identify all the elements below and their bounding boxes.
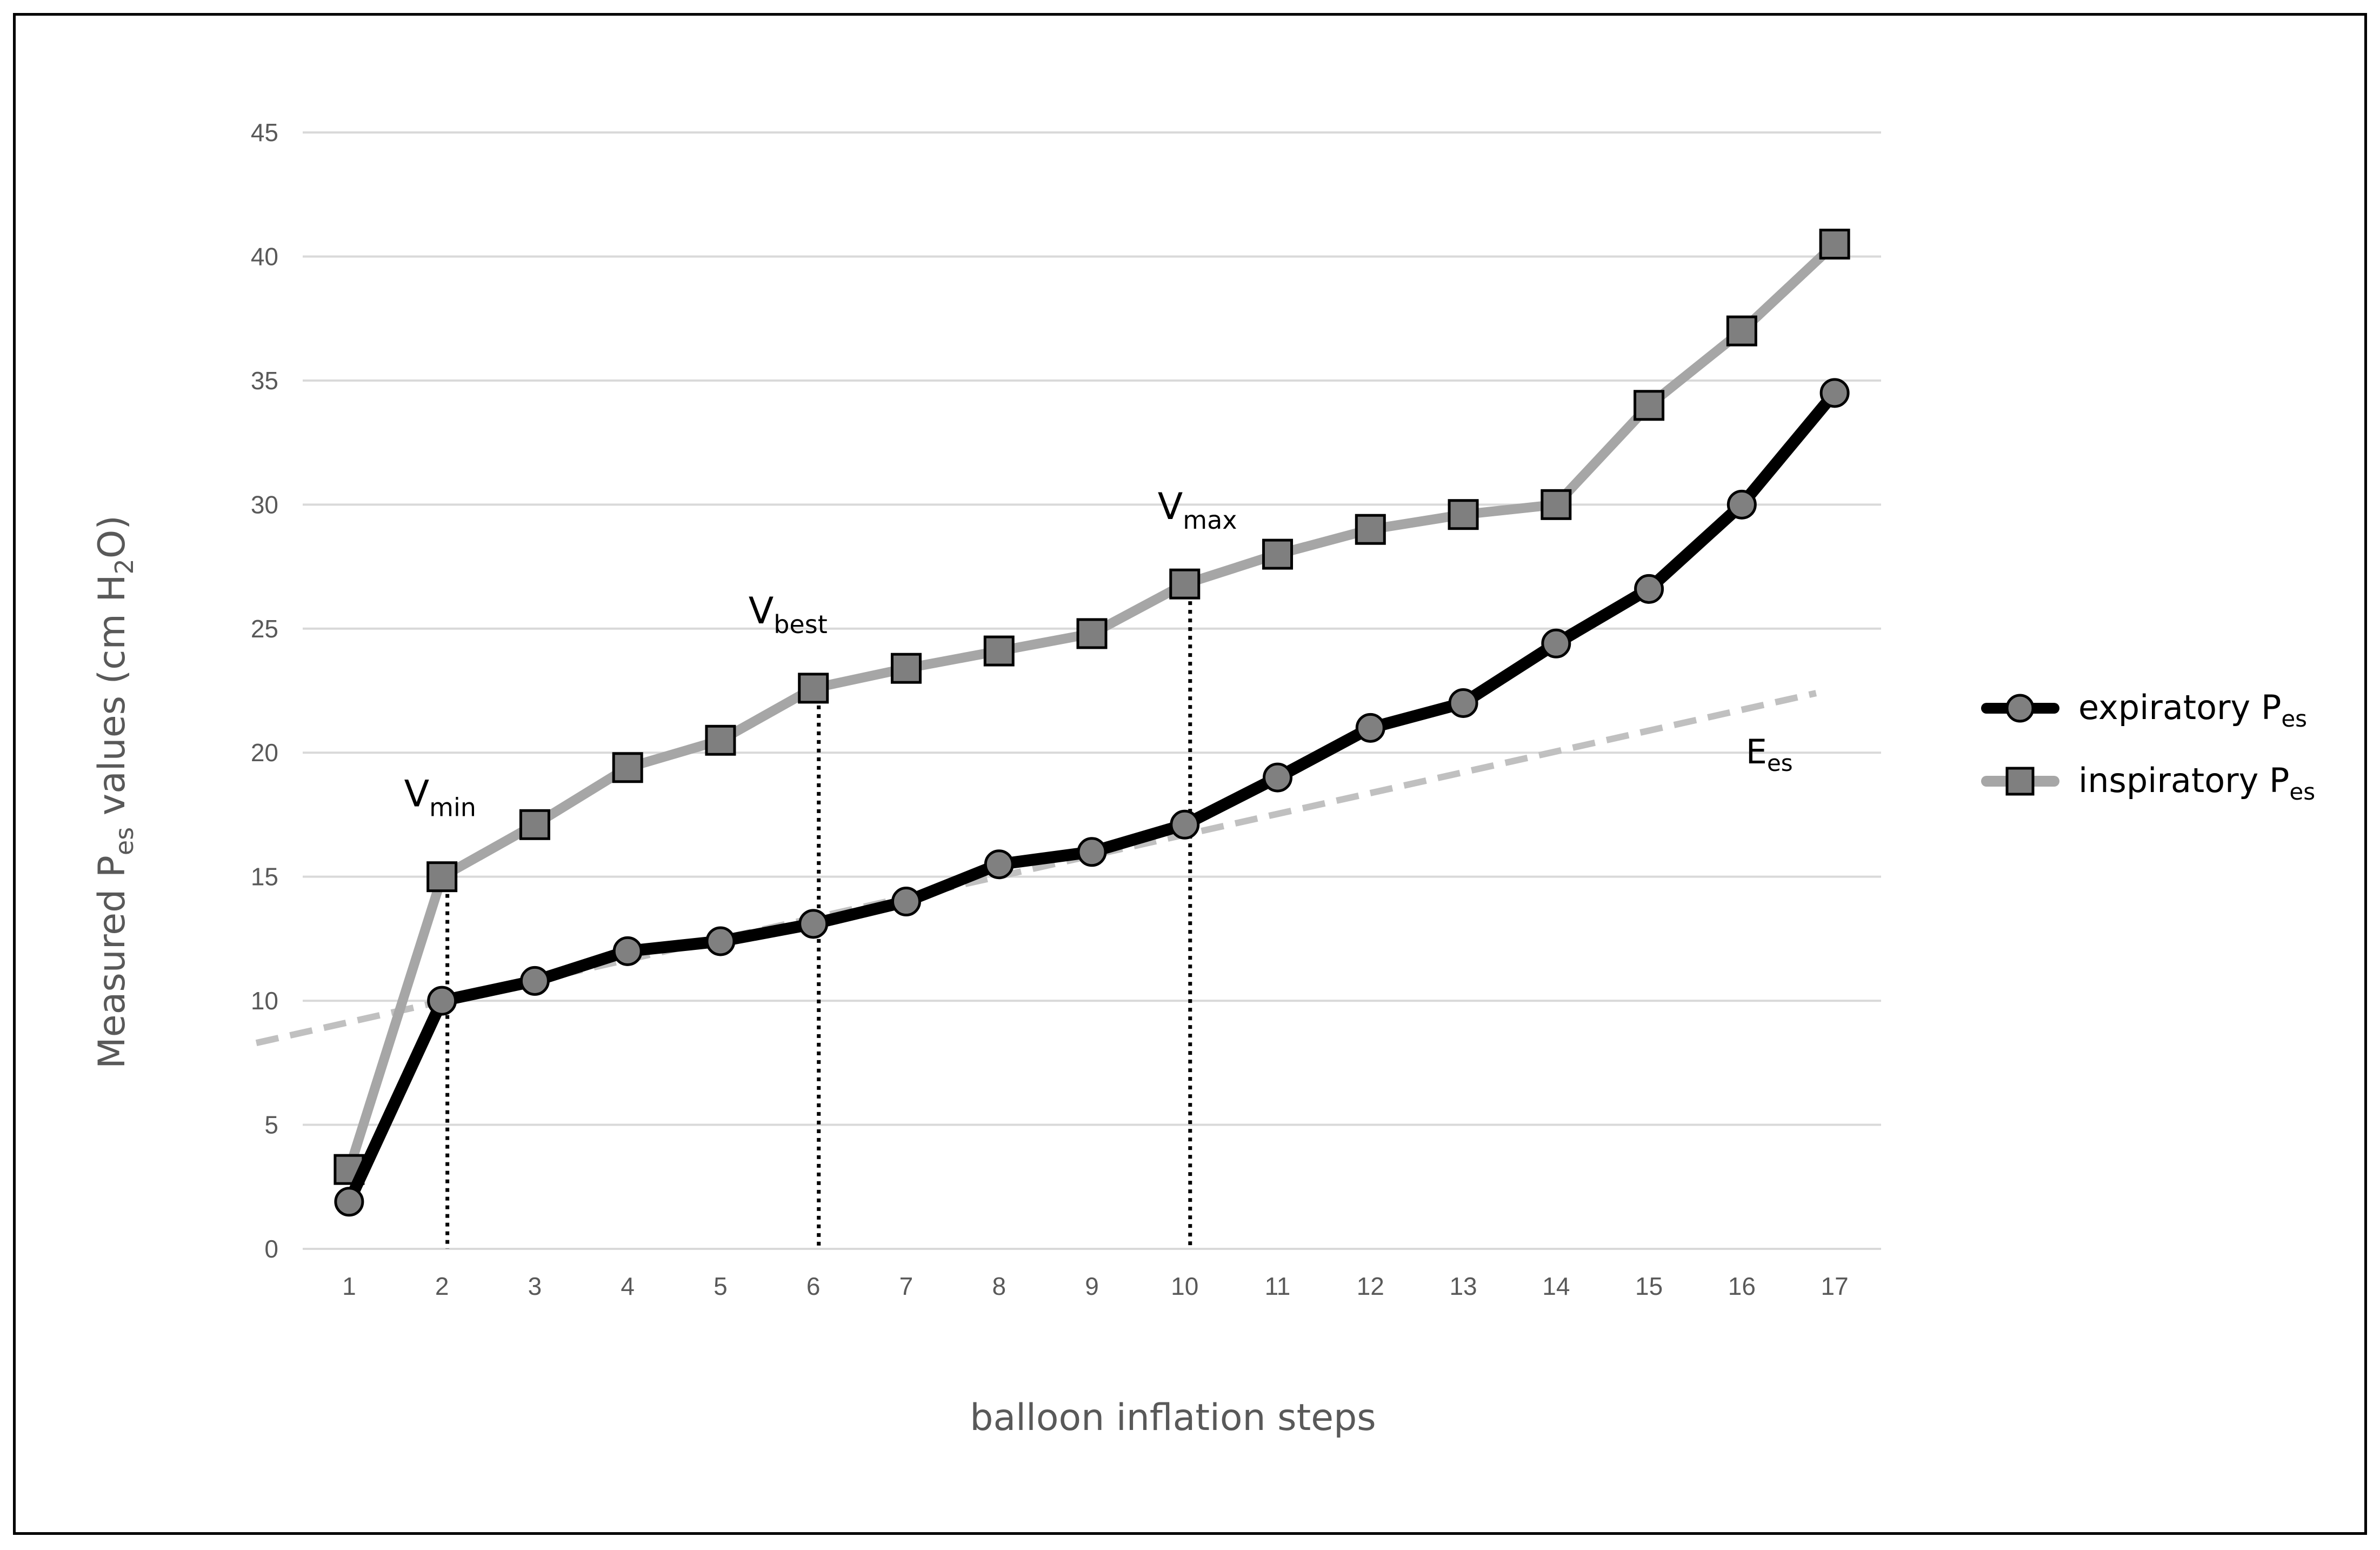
expiratory-point-11 [1263, 762, 1293, 793]
expiratory-point-15 [1634, 574, 1664, 604]
legend: expiratory Pes inspiratory Pes [1981, 688, 2315, 805]
inspiratory-point-15 [1634, 390, 1665, 421]
y-tick-35: 35 [251, 367, 278, 395]
trendline-ees [255, 690, 1817, 1046]
inspiratory-point-8 [983, 635, 1015, 667]
legend-label-expiratory: expiratory P [2078, 688, 2281, 727]
x-tick-13: 13 [1449, 1272, 1477, 1300]
trendline-label: Ees [1746, 732, 1793, 776]
x-tick-14: 14 [1542, 1272, 1570, 1300]
y-axis-title-sub: es [110, 827, 139, 855]
y-axis-title: Measured Pes values (cm H2O) [91, 515, 139, 1069]
expiratory-point-4 [612, 936, 643, 966]
expiratory-point-12 [1355, 713, 1385, 743]
annotation-labels: Vmin Vbest Vmax [404, 485, 1237, 822]
x-tick-4: 4 [621, 1272, 635, 1300]
y-axis-title-sub2: 2 [110, 558, 139, 574]
annotation-droplines [445, 584, 1192, 1249]
legend-marker-expiratory [2005, 694, 2035, 723]
expiratory-point-2 [427, 986, 457, 1016]
expiratory-point-10 [1170, 809, 1200, 840]
x-tick-10: 10 [1171, 1272, 1198, 1300]
expiratory-point-8 [984, 849, 1014, 880]
inspiratory-point-3 [519, 809, 550, 840]
inspiratory-point-11 [1262, 538, 1294, 570]
inspiratory-point-14 [1541, 489, 1572, 520]
y-axis-title-end: O) [91, 515, 134, 558]
y-tick-15: 15 [251, 863, 278, 891]
x-tick-1: 1 [342, 1272, 356, 1300]
x-tick-16: 16 [1728, 1272, 1756, 1300]
expiratory-point-5 [705, 926, 736, 956]
y-tick-25: 25 [251, 615, 278, 643]
y-tick-40: 40 [251, 242, 278, 270]
legend-label-expiratory-sub: es [2281, 706, 2307, 732]
inspiratory-point-9 [1076, 618, 1108, 649]
legend-label-inspiratory-sub: es [2289, 779, 2315, 805]
y-axis-title-rest: values (cm H [91, 574, 134, 827]
inspiratory-point-16 [1726, 315, 1757, 347]
chart-frame [13, 13, 2367, 1535]
inspiratory-point-5 [705, 724, 736, 756]
legend-marker-inspiratory [2005, 767, 2035, 796]
trendline-group: Ees [255, 690, 1817, 1046]
x-tick-5: 5 [714, 1272, 728, 1300]
annotation-vmax: Vmax [1158, 485, 1237, 535]
series-group [334, 229, 1850, 1217]
expiratory-point-7 [891, 887, 921, 917]
inspiratory-point-6 [798, 673, 829, 704]
expiratory-point-3 [519, 966, 550, 996]
inspiratory-point-4 [612, 752, 643, 783]
svg-text:expiratory Pes: expiratory Pes [2078, 688, 2307, 732]
expiratory-point-13 [1448, 688, 1478, 718]
expiratory-point-14 [1541, 628, 1571, 658]
x-tick-labels: 1 2 3 4 5 6 7 8 9 10 11 12 13 14 15 16 17 [342, 1272, 1849, 1300]
legend-item-inspiratory: inspiratory Pes [1981, 761, 2315, 805]
x-tick-17: 17 [1821, 1272, 1849, 1300]
annotation-vbest: Vbest [749, 590, 828, 639]
y-tick-10: 10 [251, 987, 278, 1015]
expiratory-point-17 [1819, 378, 1850, 408]
inspiratory-point-2 [426, 861, 458, 893]
x-tick-12: 12 [1357, 1272, 1384, 1300]
legend-label-inspiratory: inspiratory P [2078, 761, 2289, 800]
x-tick-11: 11 [1265, 1272, 1291, 1300]
y-tick-0: 0 [264, 1235, 278, 1263]
x-tick-8: 8 [992, 1272, 1006, 1300]
x-tick-6: 6 [806, 1272, 821, 1300]
x-axis-title: balloon inflation steps [970, 1396, 1376, 1439]
inspiratory-point-17 [1819, 229, 1850, 260]
expiratory-point-6 [798, 909, 829, 939]
y-tick-5: 5 [264, 1111, 278, 1139]
x-tick-9: 9 [1085, 1272, 1099, 1300]
inspiratory-point-13 [1448, 499, 1479, 530]
y-tick-30: 30 [251, 490, 278, 518]
y-tick-labels: 0 5 10 15 20 25 30 35 40 45 [251, 118, 278, 1263]
y-axis-title-main: Measured P [91, 855, 134, 1069]
expiratory-point-1 [334, 1187, 364, 1217]
series-line-inspiratory [344, 239, 1840, 1175]
y-tick-45: 45 [251, 118, 278, 147]
gridlines [303, 131, 1881, 1250]
inspiratory-point-12 [1355, 514, 1386, 545]
annotation-vmin: Vmin [404, 773, 476, 822]
svg-text:inspiratory Pes: inspiratory Pes [2078, 761, 2315, 805]
legend-item-expiratory: expiratory Pes [1981, 688, 2307, 732]
x-tick-3: 3 [528, 1272, 542, 1300]
inspiratory-point-7 [890, 653, 922, 684]
x-tick-7: 7 [899, 1272, 914, 1300]
y-tick-20: 20 [251, 739, 278, 767]
expiratory-point-9 [1077, 837, 1107, 867]
x-tick-15: 15 [1635, 1272, 1663, 1300]
x-tick-2: 2 [435, 1272, 449, 1300]
expiratory-point-16 [1726, 489, 1757, 520]
inspiratory-point-10 [1169, 568, 1201, 600]
